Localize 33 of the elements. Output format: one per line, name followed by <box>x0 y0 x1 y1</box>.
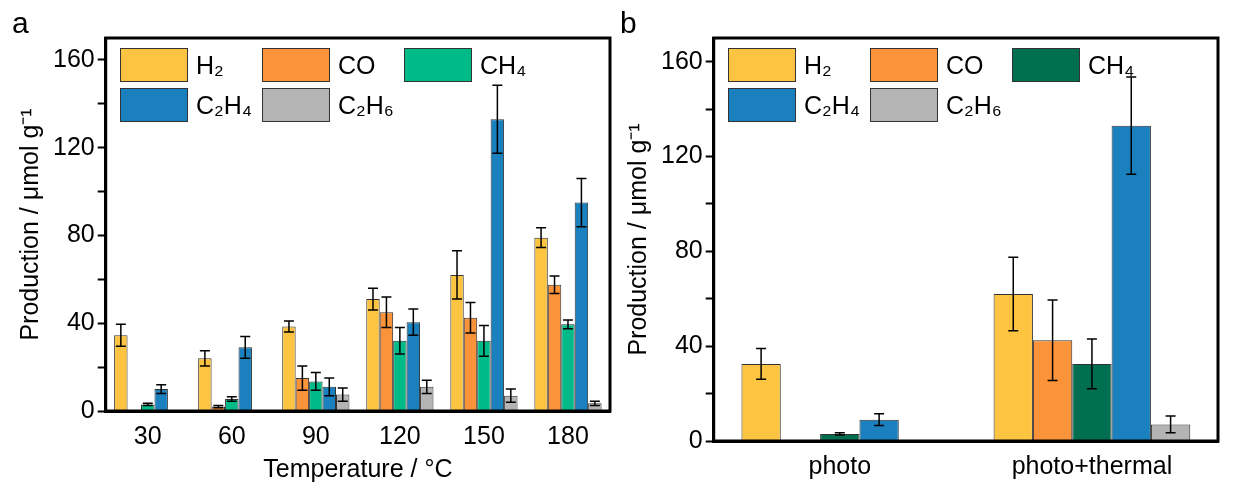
legend-label: CO <box>946 50 984 80</box>
y-axis-title: Production / μmol g⁻¹ <box>14 108 43 341</box>
chart-title: b <box>620 6 637 40</box>
y-tick-label: 160 <box>660 45 703 74</box>
legend-label: C₂H₆ <box>946 90 1002 120</box>
legend-label: CO <box>338 50 376 80</box>
legend-label: C₂H₄ <box>196 90 253 120</box>
x-tick-label: photo <box>808 450 872 479</box>
x-tick-label: photo+thermal <box>1011 450 1173 479</box>
legend-label: H₂ <box>196 50 224 80</box>
legend-label: C₂H₄ <box>804 90 861 120</box>
y-axis-title: Production / μmol g⁻¹ <box>622 123 651 356</box>
x-tick-label: 90 <box>301 420 330 449</box>
legend-label: CH₄ <box>1087 50 1135 80</box>
y-tick-label: 0 <box>688 424 703 453</box>
legend-label: H₂ <box>804 50 832 80</box>
chart-title: a <box>12 6 29 40</box>
y-tick-label: 160 <box>52 43 95 72</box>
legend-label: CH₄ <box>479 50 527 80</box>
x-axis-title: Temperature / °C <box>263 453 453 482</box>
y-tick-label: 120 <box>52 131 95 160</box>
x-tick-label: 60 <box>217 420 246 449</box>
y-tick-label: 120 <box>660 140 703 169</box>
x-tick-label: 180 <box>547 420 589 449</box>
x-tick-label: 150 <box>463 420 505 449</box>
x-tick-label: 120 <box>379 420 421 449</box>
x-tick-label: 30 <box>133 420 162 449</box>
y-tick-label: 40 <box>66 307 95 336</box>
y-tick-label: 80 <box>66 219 95 248</box>
y-tick-label: 40 <box>674 330 703 359</box>
y-tick-label: 0 <box>80 394 95 423</box>
legend-label: C₂H₆ <box>338 90 394 120</box>
y-tick-label: 80 <box>674 235 703 264</box>
